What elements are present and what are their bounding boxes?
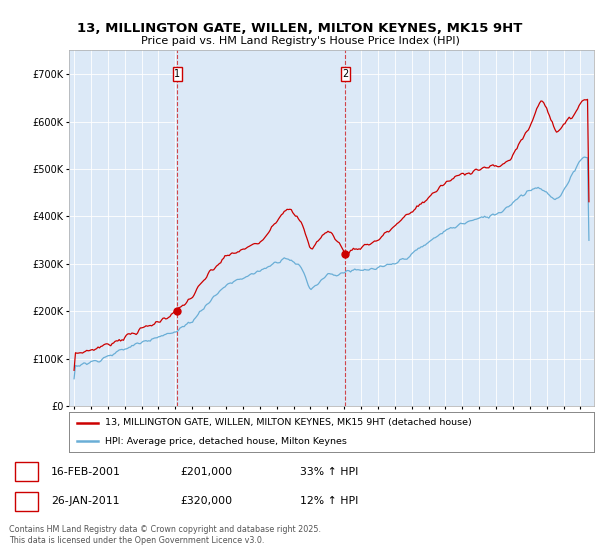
Text: 13, MILLINGTON GATE, WILLEN, MILTON KEYNES, MK15 9HT (detached house): 13, MILLINGTON GATE, WILLEN, MILTON KEYN… [105,418,472,427]
Text: 2: 2 [342,69,349,79]
Text: Contains HM Land Registry data © Crown copyright and database right 2025.
This d: Contains HM Land Registry data © Crown c… [9,525,321,545]
Text: 26-JAN-2011: 26-JAN-2011 [51,496,119,506]
Bar [341,67,350,81]
Text: HPI: Average price, detached house, Milton Keynes: HPI: Average price, detached house, Milt… [105,437,347,446]
Bar [178,50,346,406]
Text: 1: 1 [175,69,181,79]
Text: 33% ↑ HPI: 33% ↑ HPI [300,466,358,477]
Text: 16-FEB-2001: 16-FEB-2001 [51,466,121,477]
Text: 13, MILLINGTON GATE, WILLEN, MILTON KEYNES, MK15 9HT: 13, MILLINGTON GATE, WILLEN, MILTON KEYN… [77,22,523,35]
Text: £201,000: £201,000 [180,466,232,477]
Text: £320,000: £320,000 [180,496,232,506]
Text: 2: 2 [23,496,30,506]
Text: 1: 1 [23,466,30,477]
Text: Price paid vs. HM Land Registry's House Price Index (HPI): Price paid vs. HM Land Registry's House … [140,36,460,46]
Bar [173,67,182,81]
Text: 12% ↑ HPI: 12% ↑ HPI [300,496,358,506]
